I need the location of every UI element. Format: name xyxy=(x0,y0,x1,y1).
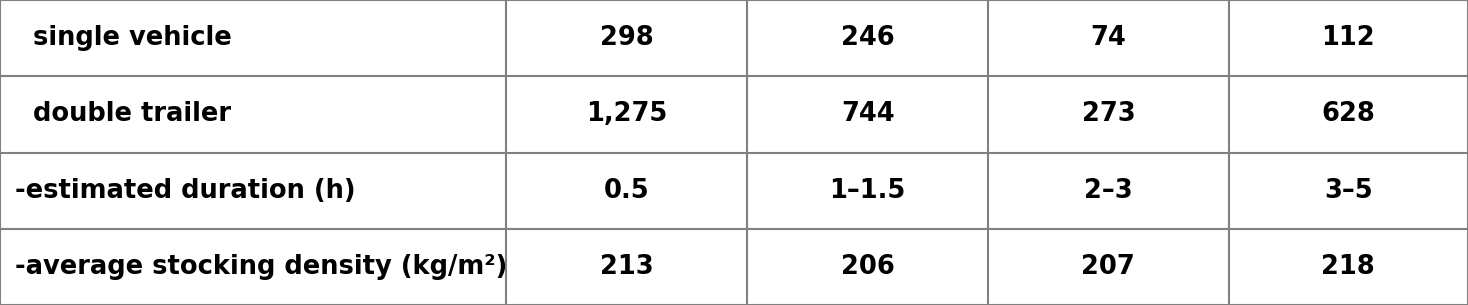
Text: 74: 74 xyxy=(1091,25,1126,51)
Text: 3–5: 3–5 xyxy=(1324,178,1373,204)
Text: -estimated duration (h): -estimated duration (h) xyxy=(15,178,355,204)
Text: 213: 213 xyxy=(600,254,653,280)
Text: 112: 112 xyxy=(1321,25,1376,51)
Text: -average stocking density (kg/m²): -average stocking density (kg/m²) xyxy=(15,254,506,280)
Text: 0.5: 0.5 xyxy=(603,178,650,204)
Text: 298: 298 xyxy=(600,25,653,51)
Text: 744: 744 xyxy=(841,101,894,127)
Text: 218: 218 xyxy=(1321,254,1376,280)
Text: 1,275: 1,275 xyxy=(586,101,668,127)
Text: double trailer: double trailer xyxy=(15,101,230,127)
Text: 207: 207 xyxy=(1082,254,1135,280)
Text: 246: 246 xyxy=(841,25,894,51)
Text: single vehicle: single vehicle xyxy=(15,25,232,51)
Text: 2–3: 2–3 xyxy=(1083,178,1133,204)
Text: 1–1.5: 1–1.5 xyxy=(829,178,906,204)
Text: 206: 206 xyxy=(841,254,894,280)
Text: 628: 628 xyxy=(1321,101,1376,127)
Text: 273: 273 xyxy=(1082,101,1135,127)
